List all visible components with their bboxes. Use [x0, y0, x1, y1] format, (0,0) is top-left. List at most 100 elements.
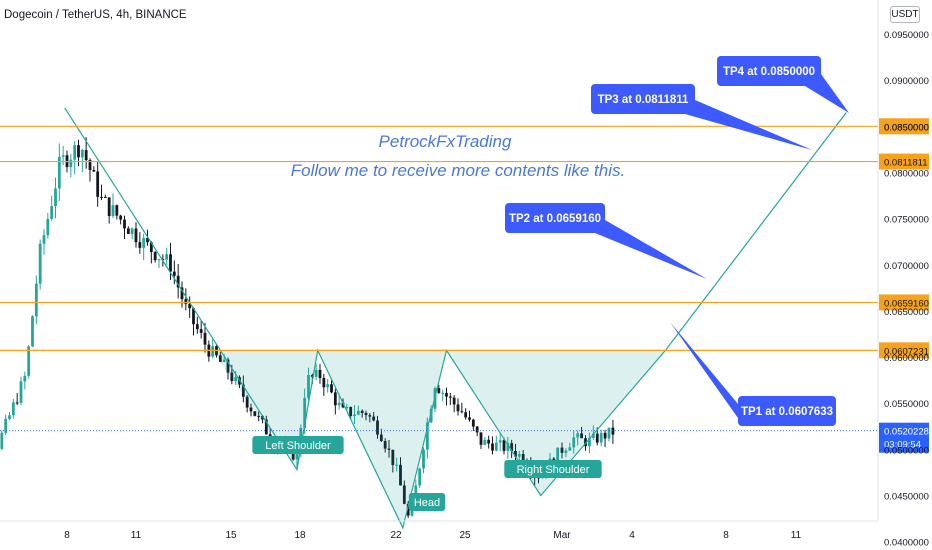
- candle: [387, 439, 391, 458]
- level-price-tag: 0.0850000: [879, 118, 929, 135]
- candle: [360, 409, 364, 418]
- price-tick-label: 0.0500000: [884, 445, 929, 456]
- candle: [349, 406, 353, 420]
- pattern-label: Right Shoulder: [504, 460, 602, 478]
- candle: [564, 448, 568, 458]
- tp-callout[interactable]: TP1 at 0.0607633: [670, 322, 836, 426]
- candle: [353, 405, 356, 424]
- candle: [69, 153, 73, 178]
- candle: [560, 442, 564, 459]
- svg-text:0.0607231: 0.0607231: [884, 346, 929, 357]
- candle: [514, 443, 517, 462]
- candle: [165, 247, 169, 266]
- pattern-label: Head: [408, 493, 446, 511]
- price-axis[interactable]: 0.0950000 0.0900000 0.0850000 0.0800000 0.07…: [877, 0, 929, 549]
- candle: [330, 380, 333, 394]
- candle: [264, 415, 268, 435]
- candle: [34, 275, 38, 325]
- candle: [138, 232, 142, 254]
- watermark-line-2: Follow me to receive more contents like …: [291, 161, 625, 180]
- candle: [568, 442, 572, 451]
- level-price-tag: 0.0811811: [879, 153, 929, 170]
- svg-text:03:09:54: 03:09:54: [884, 440, 921, 451]
- candle: [425, 417, 429, 459]
- svg-text:Left Shoulder: Left Shoulder: [265, 440, 331, 452]
- price-tick-label: 0.0850000: [884, 122, 929, 133]
- price-tick-label: 0.0600000: [884, 353, 929, 364]
- candle: [54, 177, 57, 219]
- candle: [107, 197, 111, 224]
- candle: [103, 194, 107, 198]
- tp-callout[interactable]: TP2 at 0.0659160: [505, 203, 707, 279]
- candle: [184, 288, 188, 311]
- candle: [115, 204, 119, 220]
- candle: [445, 387, 448, 406]
- candle: [464, 408, 468, 420]
- time-tick-label: 11: [791, 530, 802, 541]
- candle: [134, 222, 138, 248]
- candle: [253, 411, 257, 417]
- candle: [376, 415, 379, 439]
- candle: [0, 430, 4, 451]
- candle: [42, 229, 46, 255]
- svg-text:0.0659160: 0.0659160: [884, 298, 929, 309]
- candle: [456, 398, 460, 416]
- tp-callout[interactable]: TP4 at 0.0850000: [717, 56, 849, 113]
- candle: [391, 449, 395, 473]
- candle: [188, 296, 192, 318]
- candle: [437, 384, 441, 394]
- candle: [572, 430, 576, 454]
- candle: [172, 260, 176, 285]
- time-axis[interactable]: 8 11 15 18 22 25 Mar 4 8 11: [0, 520, 878, 541]
- candle: [326, 378, 330, 393]
- candle: [395, 457, 399, 472]
- pattern-region: [317, 350, 447, 528]
- pattern-label: Left Shoulder: [252, 436, 344, 454]
- svg-text:0.0850000: 0.0850000: [884, 122, 929, 133]
- candle: [23, 371, 27, 390]
- tp-callout[interactable]: TP3 at 0.0811811: [591, 84, 812, 150]
- candle: [123, 215, 126, 240]
- price-tick-label: 0.0650000: [884, 307, 929, 318]
- candle: [130, 227, 134, 240]
- candle: [510, 439, 514, 459]
- time-tick-label: 11: [131, 530, 142, 541]
- candle: [61, 145, 65, 166]
- candle: [603, 429, 607, 448]
- candle: [111, 193, 115, 219]
- annotations: Left Shoulder Head Right Shoulder TP1 at 0.…: [252, 56, 849, 511]
- candle: [368, 413, 372, 423]
- candle: [176, 263, 180, 299]
- candle: [448, 392, 452, 406]
- candle: [471, 418, 475, 431]
- candle: [19, 376, 23, 406]
- candle: [479, 432, 483, 449]
- price-tick-label: 0.0950000: [884, 30, 929, 41]
- candlesticks: [0, 137, 615, 518]
- time-tick-label: 25: [459, 530, 471, 541]
- candle: [588, 432, 591, 454]
- currency-toggle-button[interactable]: USDT: [890, 6, 920, 23]
- level-price-tag: 0.0659160: [879, 294, 929, 311]
- candle: [169, 242, 172, 281]
- candle: [50, 195, 54, 221]
- price-tick-label: 0.0900000: [884, 76, 929, 87]
- candle: [452, 395, 456, 413]
- candle: [491, 436, 494, 455]
- time-tick-label: 15: [225, 530, 237, 541]
- candle: [494, 435, 498, 452]
- candle: [153, 251, 157, 263]
- candle: [356, 405, 360, 416]
- candle: [142, 233, 146, 261]
- candle: [422, 447, 425, 474]
- time-tick-label: Mar: [553, 530, 571, 541]
- candle: [77, 139, 80, 167]
- candle: [46, 212, 50, 239]
- candle: [80, 148, 84, 173]
- candle: [372, 411, 376, 422]
- candle: [611, 419, 615, 444]
- candle: [591, 425, 595, 441]
- candle: [483, 436, 487, 446]
- time-tick-label: 22: [390, 530, 402, 541]
